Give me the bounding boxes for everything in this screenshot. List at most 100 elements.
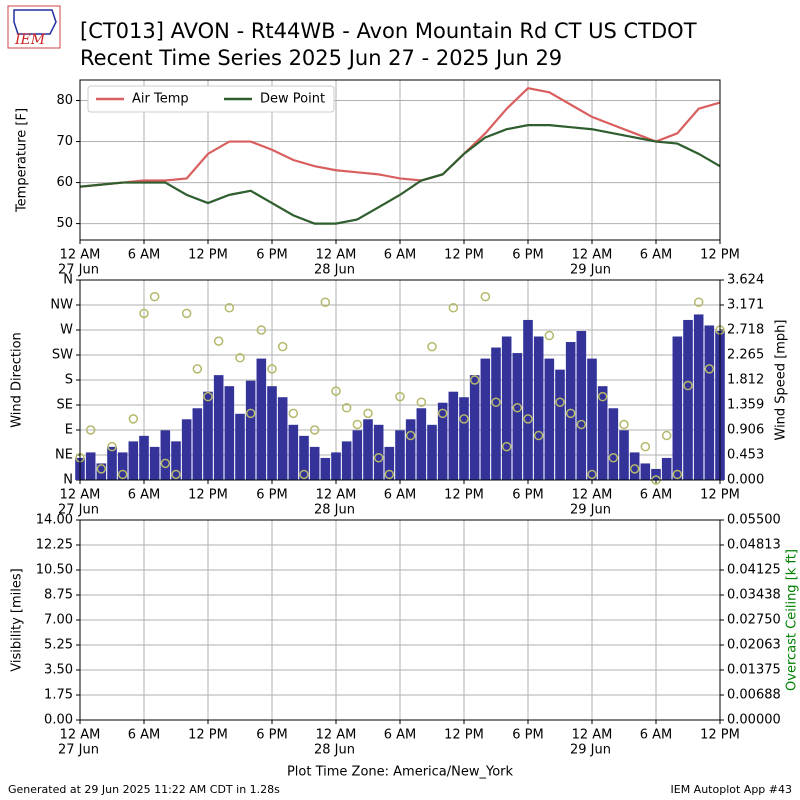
point bbox=[299, 469, 309, 480]
point bbox=[192, 364, 203, 374]
point bbox=[235, 353, 245, 363]
bar bbox=[704, 325, 715, 480]
plot-frame bbox=[79, 79, 721, 241]
point bbox=[309, 425, 320, 435]
bar bbox=[235, 413, 245, 480]
bar bbox=[640, 463, 651, 480]
line bbox=[79, 124, 721, 225]
point bbox=[683, 380, 693, 391]
x-tick-label: 12 AM bbox=[60, 728, 101, 743]
bar bbox=[139, 435, 149, 480]
y2-tick-label: 1.812 bbox=[727, 373, 764, 388]
point bbox=[181, 308, 192, 319]
y-tick-label: NE bbox=[55, 448, 73, 463]
point bbox=[245, 408, 256, 419]
bar bbox=[608, 408, 619, 480]
point bbox=[384, 469, 395, 480]
x-tick-label: 6 AM bbox=[384, 248, 417, 263]
point bbox=[672, 469, 683, 480]
x-tick-label: 12 AM bbox=[316, 728, 357, 743]
y2-tick-label: 0.02750 bbox=[727, 613, 781, 628]
y2-tick-label: 0.04125 bbox=[727, 563, 781, 578]
bar bbox=[565, 342, 576, 480]
point bbox=[565, 408, 576, 419]
point bbox=[405, 430, 416, 441]
point bbox=[85, 425, 96, 435]
title-line: Recent Time Series 2025 Jun 27 - 2025 Ju… bbox=[80, 46, 562, 70]
point bbox=[661, 430, 672, 441]
point bbox=[501, 441, 512, 452]
bar bbox=[683, 319, 693, 480]
point bbox=[352, 419, 363, 430]
x-tick-label: 12 PM bbox=[188, 488, 228, 503]
bar bbox=[427, 424, 437, 480]
bar bbox=[512, 353, 523, 480]
point bbox=[267, 364, 277, 374]
bar bbox=[331, 452, 341, 480]
x-tick-label: 6 PM bbox=[256, 488, 287, 503]
point bbox=[128, 414, 139, 424]
bar bbox=[117, 452, 128, 480]
bar bbox=[341, 441, 352, 480]
bar bbox=[320, 457, 331, 480]
point bbox=[533, 430, 544, 441]
point bbox=[331, 386, 341, 396]
point bbox=[437, 408, 448, 419]
series-group bbox=[75, 291, 725, 485]
y-tick-label: N bbox=[63, 273, 73, 288]
x-tick-label: 6 AM bbox=[128, 728, 161, 743]
x-tick-label: 6 PM bbox=[256, 728, 287, 743]
x-tick-label: 12 AM bbox=[572, 488, 613, 503]
y-axis-label: Wind Direction bbox=[10, 332, 25, 428]
x-tick-label: 6 PM bbox=[512, 488, 543, 503]
point bbox=[149, 291, 160, 302]
bar bbox=[693, 314, 704, 480]
point bbox=[640, 441, 651, 452]
bar bbox=[96, 463, 107, 480]
point bbox=[256, 325, 267, 335]
y2-tick-label: 0.01375 bbox=[727, 663, 781, 678]
bar bbox=[288, 424, 299, 480]
footer-left: Generated at 29 Jun 2025 11:22 AM CDT in… bbox=[8, 783, 280, 796]
plot-frame bbox=[79, 519, 721, 721]
x-tick-label: 12 PM bbox=[700, 248, 740, 263]
y-tick-label: E bbox=[65, 423, 73, 438]
bar bbox=[160, 430, 171, 480]
x-tick-label: 12 AM bbox=[316, 488, 357, 503]
series-group bbox=[79, 87, 721, 225]
bar bbox=[672, 336, 683, 480]
bar bbox=[459, 397, 469, 480]
legend-label: Dew Point bbox=[260, 92, 325, 107]
x-tick-label: 6 AM bbox=[384, 488, 417, 503]
x-tick-label: 6 AM bbox=[640, 488, 673, 503]
x-day-label: 27 Jun bbox=[58, 263, 99, 278]
bar bbox=[384, 446, 395, 480]
bar bbox=[245, 380, 256, 480]
x-tick-label: 6 AM bbox=[128, 248, 161, 263]
y2-tick-label: 2.265 bbox=[727, 348, 764, 363]
y-tick-label: 5.25 bbox=[44, 638, 73, 653]
bar bbox=[224, 386, 235, 480]
x-day-label: 28 Jun bbox=[314, 263, 355, 278]
title-line: [CT013] AVON - Rt44WB - Avon Mountain Rd… bbox=[80, 19, 697, 43]
y-tick-label: 14.00 bbox=[36, 513, 73, 528]
y-tick-label: S bbox=[65, 373, 73, 388]
bar bbox=[544, 358, 555, 480]
y-tick-label: 7.00 bbox=[44, 613, 73, 628]
point bbox=[373, 453, 384, 463]
x-tick-label: 12 AM bbox=[316, 248, 357, 263]
x-tick-label: 12 PM bbox=[700, 728, 740, 743]
point bbox=[320, 297, 331, 307]
y2-axis-label: Overcast Ceiling [k ft] bbox=[785, 549, 800, 691]
point bbox=[544, 330, 555, 341]
y-tick-label: W bbox=[60, 323, 73, 338]
x-tick-label: 6 AM bbox=[640, 728, 673, 743]
bar bbox=[277, 397, 288, 480]
x-day-label: 29 Jun bbox=[570, 743, 611, 758]
x-tick-label: 6 AM bbox=[128, 488, 161, 503]
point bbox=[523, 414, 533, 424]
x-tick-label: 12 PM bbox=[444, 728, 484, 743]
point bbox=[427, 341, 437, 352]
logo: IEM bbox=[7, 5, 61, 49]
point bbox=[704, 364, 715, 374]
